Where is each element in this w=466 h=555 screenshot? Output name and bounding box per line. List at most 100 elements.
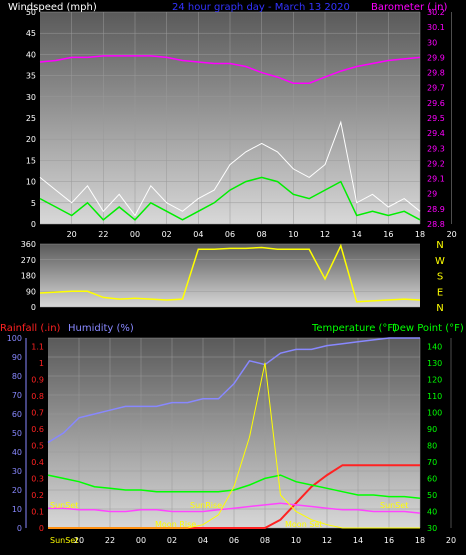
direction-tick-label: 180 xyxy=(21,272,36,281)
annotation-label: Moon Set xyxy=(285,520,322,529)
direction-tick-label: 90 xyxy=(26,287,36,296)
gust-line xyxy=(39,120,421,217)
temperature-tick-label: 60 xyxy=(427,474,437,483)
x-tick-label: 02 xyxy=(167,536,177,545)
barometer-tick-label: 29.8 xyxy=(427,69,445,78)
rain-tick-label: 0 xyxy=(39,524,44,533)
humidity-line xyxy=(47,337,420,444)
barometer-tick-label: 29.2 xyxy=(427,159,445,168)
x-tick-label: 22 xyxy=(105,536,115,545)
rain-tick-label: 0.6 xyxy=(31,425,44,434)
rainfall-axis-label: Rainfall (.in) xyxy=(0,323,61,334)
humidity-tick-label: 10 xyxy=(12,505,22,514)
x-tick-label: 10 xyxy=(288,230,298,239)
temperature-tick-label: 120 xyxy=(427,375,442,384)
temperature-tick-label: 110 xyxy=(427,392,442,401)
barometer-tick-label: 28.8 xyxy=(427,220,445,229)
humidity-tick-label: 80 xyxy=(12,372,22,381)
humidity-tick-label: 0 xyxy=(17,524,22,533)
temperature-tick-label: 80 xyxy=(427,441,437,450)
wind-tick-label: 50 xyxy=(26,8,36,17)
wind-tick-label: 5 xyxy=(31,199,36,208)
solar-line xyxy=(48,362,420,529)
temperature-tick-label: 100 xyxy=(427,408,442,417)
compass-label: W xyxy=(435,256,445,267)
direction-tick-label: 270 xyxy=(21,256,36,265)
wind-tick-label: 45 xyxy=(26,29,36,38)
x-tick-label: 18 xyxy=(415,536,425,545)
wind-tick-label: 0 xyxy=(31,220,36,229)
chart-title: 24 hour graph day - March 13 2020 xyxy=(172,2,350,13)
temperature-tick-label: 40 xyxy=(427,507,437,516)
rain-tick-label: 0.5 xyxy=(31,441,44,450)
barometer-tick-label: 29.5 xyxy=(427,114,445,123)
direction-tick-label: 360 xyxy=(21,240,36,249)
rain-tick-label: 0.1 xyxy=(31,507,44,516)
barometer-tick-label: 30 xyxy=(427,38,437,47)
x-tick-label: 20 xyxy=(67,230,77,239)
dewpoint-axis-label: Dew Point (°F) xyxy=(392,323,464,334)
humidity-tick-label: 90 xyxy=(12,353,22,362)
x-tick-label: 10 xyxy=(291,536,301,545)
compass-label: S xyxy=(437,272,443,283)
annotation-label: Moon Rise xyxy=(155,520,196,529)
temperature-line xyxy=(47,474,421,500)
x-tick-label: 20 xyxy=(74,536,84,545)
humidity-tick-label: 50 xyxy=(12,429,22,438)
x-tick-label: 16 xyxy=(383,230,393,239)
humidity-tick-label: 30 xyxy=(12,467,22,476)
temperature-tick-label: 90 xyxy=(427,425,437,434)
barometer-tick-label: 29.9 xyxy=(427,53,445,62)
annotation-label: SunSet xyxy=(50,501,78,510)
annotation-label: SunRise xyxy=(190,501,222,510)
temperature-axis-label: Temperature (°F) xyxy=(311,323,397,334)
barometer-tick-label: 29.1 xyxy=(427,175,445,184)
barometer-tick-label: 30.1 xyxy=(427,23,445,32)
barometer-tick-label: 29.6 xyxy=(427,99,445,108)
barometer-tick-label: 29 xyxy=(427,190,437,199)
wind-tick-label: 15 xyxy=(26,156,36,165)
x-tick-label: 08 xyxy=(260,536,270,545)
annotation-label: SunSet xyxy=(380,501,408,510)
wind-tick-label: 30 xyxy=(26,93,36,102)
direction-tick-label: 0 xyxy=(31,303,36,312)
barometer-axis-label: Barometer (.in) xyxy=(371,2,447,13)
x-tick-label: 08 xyxy=(257,230,267,239)
sunset-x-label: SunSet xyxy=(50,536,78,545)
rain-tick-label: 0.9 xyxy=(31,375,44,384)
x-tick-label: 16 xyxy=(384,536,394,545)
humidity-axis-label: Humidity (%) xyxy=(68,323,134,334)
rain-tick-label: 0.2 xyxy=(31,491,44,500)
wind-tick-label: 40 xyxy=(26,50,36,59)
barometer-tick-label: 29.4 xyxy=(427,129,445,138)
barometer-line xyxy=(39,55,421,84)
rain-tick-label: 0.8 xyxy=(31,392,44,401)
temperature-tick-label: 30 xyxy=(427,524,437,533)
compass-label: E xyxy=(437,287,443,298)
x-tick-label: 22 xyxy=(98,230,108,239)
wind-tick-label: 20 xyxy=(26,135,36,144)
humidity-tick-label: 60 xyxy=(12,410,22,419)
dewpoint-line xyxy=(48,502,421,514)
x-tick-label: 14 xyxy=(353,536,363,545)
x-tick-label: 20 xyxy=(446,536,456,545)
temperature-tick-label: 140 xyxy=(427,342,442,351)
rain-tick-label: 0.7 xyxy=(31,408,44,417)
wind-tick-label: 35 xyxy=(26,72,36,81)
compass-label: N xyxy=(436,303,443,314)
x-tick-label: 04 xyxy=(193,230,203,239)
x-tick-label: 06 xyxy=(229,536,239,545)
barometer-tick-label: 28.9 xyxy=(427,205,445,214)
x-tick-label: 00 xyxy=(136,536,146,545)
x-tick-label: 12 xyxy=(322,536,332,545)
wind-tick-label: 10 xyxy=(26,178,36,187)
x-tick-label: 20 xyxy=(447,230,457,239)
x-tick-label: 14 xyxy=(352,230,362,239)
rain-tick-label: 0.3 xyxy=(31,474,44,483)
compass-label: N xyxy=(436,240,443,251)
humidity-tick-label: 100 xyxy=(7,334,22,343)
rain-tick-label: 1 xyxy=(39,359,44,368)
humidity-tick-label: 20 xyxy=(12,486,22,495)
direction-line xyxy=(39,243,421,303)
